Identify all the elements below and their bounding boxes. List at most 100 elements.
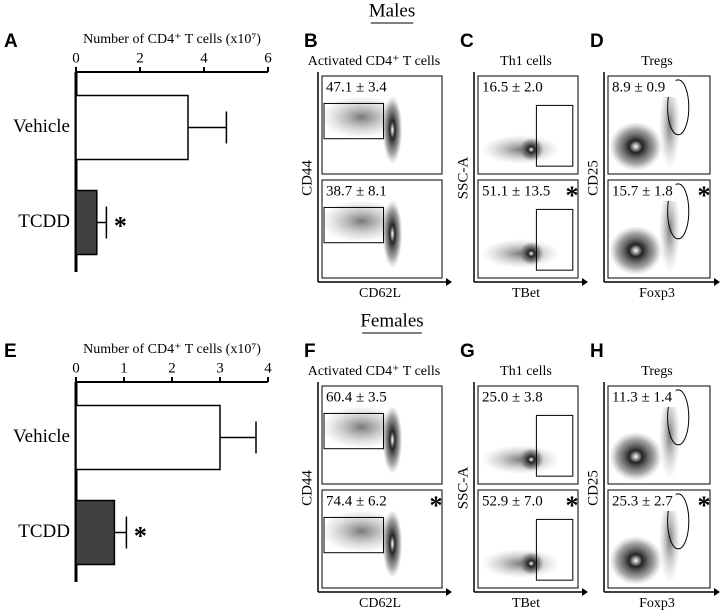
cell-density xyxy=(609,122,663,172)
panel-letter: H xyxy=(590,341,604,362)
gate-frequency: 16.5 ± 2.0 xyxy=(482,79,543,95)
cell-density xyxy=(518,241,544,266)
y-axis-label: SSC-A xyxy=(455,467,471,510)
x-tick-label: 0 xyxy=(72,360,80,376)
gate xyxy=(667,389,690,446)
error-bar xyxy=(96,206,108,239)
panel-letter: B xyxy=(304,31,318,52)
significance: * xyxy=(114,211,127,240)
cell-density xyxy=(382,509,403,579)
label-bg xyxy=(610,79,676,97)
significance: * xyxy=(566,491,579,520)
panel-title: Activated CD4⁺ T cells xyxy=(308,364,440,379)
panel-title: Th1 cells xyxy=(500,364,552,379)
axis-arrow xyxy=(446,278,452,286)
category-label: TCDD xyxy=(18,521,70,542)
gate-frequency: 51.1 ± 13.5 xyxy=(482,183,550,199)
cell-density xyxy=(518,551,544,576)
error-bar xyxy=(220,421,257,454)
gate xyxy=(535,104,574,167)
gate xyxy=(535,208,574,271)
bar xyxy=(75,404,221,471)
section-title: Males xyxy=(369,0,415,21)
cell-density xyxy=(320,405,403,449)
cell-density xyxy=(609,536,663,586)
axis-arrow xyxy=(714,588,720,596)
x-tick-label: 4 xyxy=(200,50,208,66)
x-tick-label: 2 xyxy=(136,50,144,66)
panel-letter: C xyxy=(460,31,474,52)
gate-frequency: 38.7 ± 8.1 xyxy=(326,183,387,199)
cell-density xyxy=(382,95,403,165)
section-title: Females xyxy=(360,310,423,331)
category-label: Vehicle xyxy=(13,426,70,447)
label-bg xyxy=(610,389,676,407)
cell-density xyxy=(320,95,403,139)
gate xyxy=(535,414,574,477)
panel-letter: E xyxy=(4,341,17,362)
gate-frequency: 60.4 ± 3.5 xyxy=(326,389,387,405)
gate xyxy=(323,516,385,554)
y-axis-label: CD44 xyxy=(299,470,315,506)
gate-frequency: 25.0 ± 3.8 xyxy=(482,389,543,405)
category-label: Vehicle xyxy=(13,116,70,137)
significance: * xyxy=(566,181,579,210)
label-bg xyxy=(324,183,401,201)
significance: * xyxy=(698,181,711,210)
x-tick-label: 6 xyxy=(264,50,272,66)
label-bg xyxy=(480,79,545,97)
error-bar xyxy=(188,111,228,144)
significance: * xyxy=(134,521,147,550)
y-axis-label: CD44 xyxy=(299,160,315,196)
x-axis-label: Foxp3 xyxy=(639,286,675,301)
panel-title: Th1 cells xyxy=(500,54,552,69)
x-tick-label: 3 xyxy=(216,360,224,376)
cell-density xyxy=(518,137,544,162)
axis-arrow xyxy=(446,588,452,596)
panel-title: Tregs xyxy=(641,364,672,379)
gate-frequency: 25.3 ± 2.7 xyxy=(612,493,673,509)
x-axis-label: Foxp3 xyxy=(639,596,675,611)
label-bg xyxy=(324,389,401,407)
cell-density xyxy=(609,226,663,276)
gate xyxy=(323,412,385,450)
cell-density xyxy=(382,405,403,475)
bar xyxy=(75,189,98,256)
gate xyxy=(667,493,690,550)
y-axis-label: SSC-A xyxy=(455,157,471,200)
gate xyxy=(667,183,690,240)
x-tick-label: 0 xyxy=(72,50,80,66)
panel-letter: D xyxy=(590,31,604,52)
gate xyxy=(535,518,574,581)
panel-title: Tregs xyxy=(641,54,672,69)
label-bg xyxy=(480,389,545,407)
y-axis-label: CD25 xyxy=(585,470,601,506)
gate-frequency: 47.1 ± 3.4 xyxy=(326,79,387,95)
gate-frequency: 74.4 ± 6.2 xyxy=(326,493,387,509)
significance: * xyxy=(430,491,443,520)
x-tick-label: 1 xyxy=(120,360,128,376)
cell-density xyxy=(382,199,403,269)
label-bg xyxy=(324,493,401,511)
gate xyxy=(323,206,385,244)
gate-frequency: 8.9 ± 0.9 xyxy=(612,79,665,95)
gate xyxy=(667,79,690,136)
error-bar xyxy=(114,516,128,549)
y-axis-label: CD25 xyxy=(585,160,601,196)
label-bg xyxy=(480,493,545,511)
axis-arrow xyxy=(582,588,588,596)
gate xyxy=(323,102,385,140)
panel-letter: G xyxy=(460,341,475,362)
panel-letter: A xyxy=(4,31,18,52)
cell-density xyxy=(320,199,403,243)
chart-title: Number of CD4⁺ T cells (x10⁷) xyxy=(83,32,261,47)
label-bg xyxy=(324,79,401,97)
category-label: TCDD xyxy=(18,211,70,232)
cell-density xyxy=(518,447,544,472)
gate-frequency: 52.9 ± 7.0 xyxy=(482,493,543,509)
panel-title: Activated CD4⁺ T cells xyxy=(308,54,440,69)
gate-frequency: 11.3 ± 1.4 xyxy=(612,389,673,405)
bar xyxy=(75,94,189,161)
label-bg xyxy=(610,493,676,511)
